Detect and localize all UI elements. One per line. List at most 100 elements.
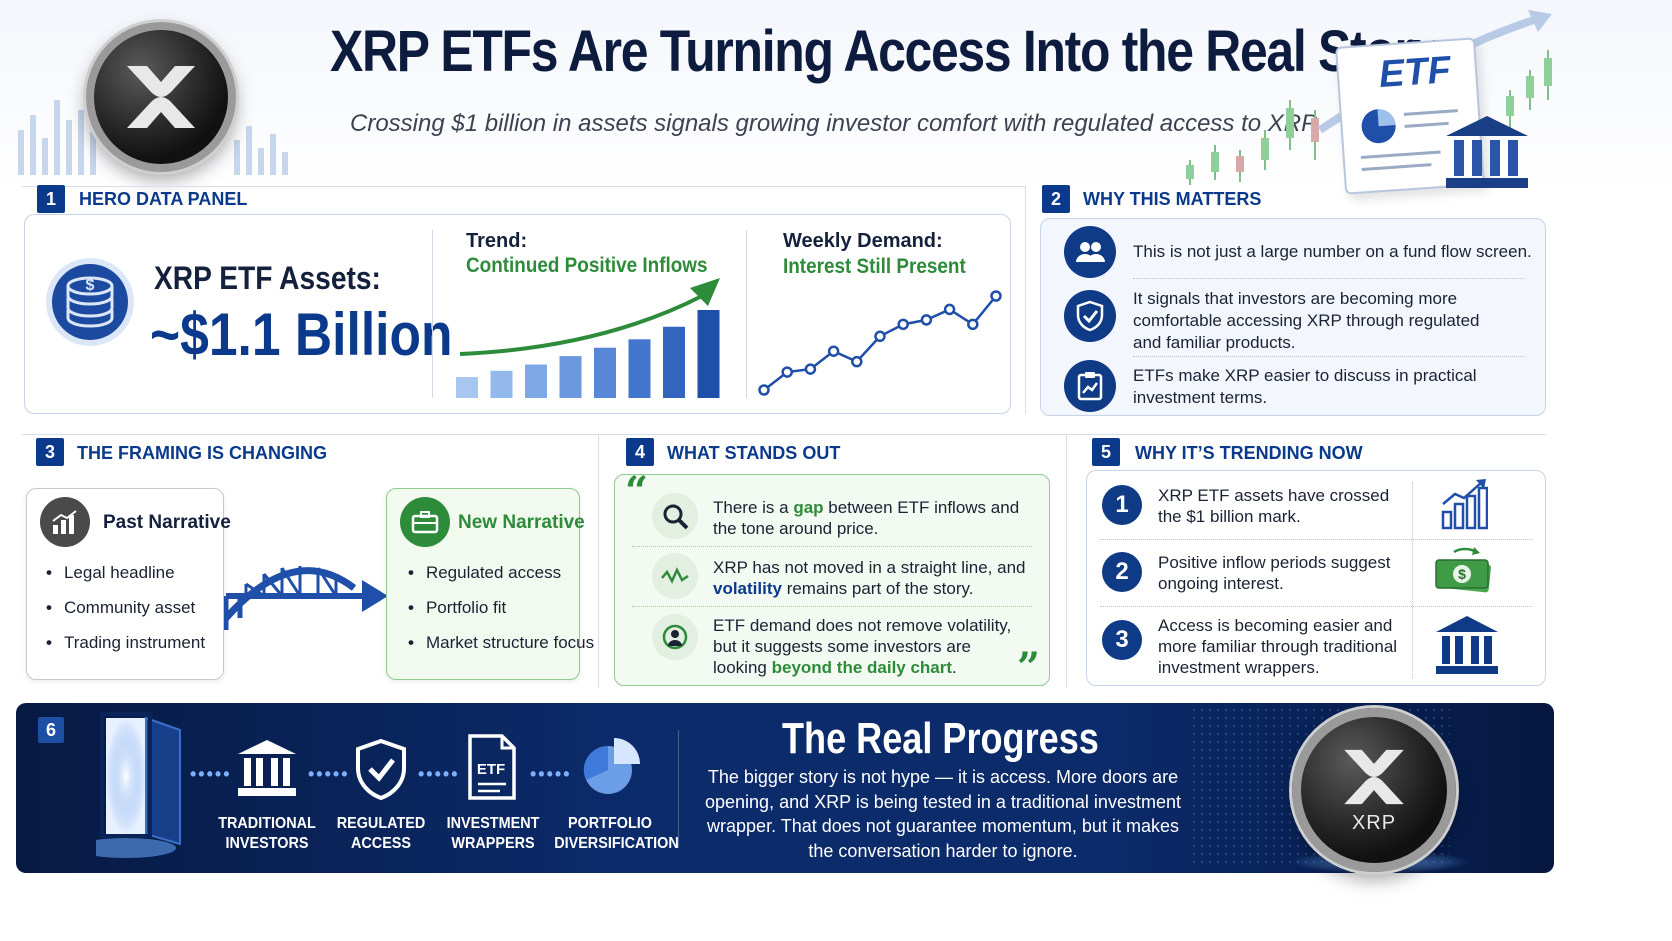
step-label: INVESTMENT WRAPPERS — [446, 815, 540, 852]
section-title: HERO DATA PANEL — [79, 189, 248, 209]
open-door-icon — [96, 712, 181, 858]
page-subtitle: Crossing $1 billion in assets signals gr… — [350, 110, 1318, 137]
etf-document-chart-icon — [1360, 109, 1458, 172]
bridge-arrow-icon — [224, 566, 388, 630]
wave-icon — [652, 553, 698, 599]
data-point — [990, 290, 1002, 302]
bank-icon — [1436, 616, 1498, 674]
assets-value: ~$1.1 Billion — [150, 301, 453, 368]
bank-icon — [238, 740, 296, 796]
shield-check-icon — [356, 738, 406, 801]
number-badge: 2 — [1102, 552, 1142, 592]
header-bar-decoration — [18, 100, 288, 175]
bar-mark — [456, 377, 478, 398]
data-point — [851, 355, 863, 368]
item-separator — [1133, 356, 1525, 357]
connector-dots: ••••• — [530, 764, 572, 784]
list-item: Regulated access — [408, 555, 594, 590]
bar-mark — [490, 370, 513, 398]
data-point — [967, 318, 979, 331]
item-separator — [1133, 278, 1525, 279]
section-title: WHAT STANDS OUT — [667, 443, 841, 463]
new-narrative-title: New Narrative — [458, 512, 585, 533]
text-span: . — [952, 658, 957, 677]
hero-data-panel — [24, 214, 1011, 414]
trending-item-text: XRP ETF assets have crossed the $1 billi… — [1158, 486, 1390, 526]
panel-divider — [746, 230, 747, 398]
text-span: ETF demand does not remove volatility, b… — [713, 616, 1012, 677]
list-item: Market structure focus — [408, 625, 594, 660]
connector-dots: ••••• — [418, 764, 460, 784]
weekly-label: Weekly Demand: — [783, 230, 943, 252]
data-point — [804, 363, 817, 375]
step-label: REGULATED ACCESS — [336, 815, 426, 852]
section-number: 6 — [38, 717, 64, 743]
item-separator — [1100, 606, 1532, 607]
item-separator — [632, 546, 1032, 547]
data-point — [897, 318, 909, 331]
trend-arrow-line — [459, 294, 703, 356]
trending-item-text: Access is becoming easier and more famil… — [1158, 616, 1398, 677]
section-number: 4 — [626, 438, 654, 466]
section-divider — [1066, 434, 1067, 688]
number-badge: 1 — [1102, 485, 1142, 525]
list-item: Trading instrument — [46, 625, 205, 660]
magnifier-icon — [652, 493, 698, 539]
briefcase-icon — [400, 497, 450, 547]
bar-mark — [697, 310, 720, 398]
why-item-text: ETFs make XRP easier to discuss in pract… — [1133, 366, 1477, 407]
section-number: 3 — [36, 438, 64, 466]
document-icon: ETF — [468, 734, 516, 800]
trend-arrow-head — [690, 278, 720, 306]
stand-item-text: XRP has not moved in a straight line, an… — [713, 557, 1033, 599]
bar-mark — [594, 347, 616, 398]
etf-document-icon: ETF — [1335, 37, 1485, 195]
chart-growth-icon — [40, 497, 90, 547]
section-title: WHY IT’S TRENDING NOW — [1135, 443, 1363, 463]
stand-item-text: There is a gap between ETF inflows and t… — [713, 497, 1023, 539]
clipboard-chart-icon — [1064, 360, 1116, 412]
weekly-demand-line-chart — [758, 290, 1002, 396]
connector-dots: ••••• — [190, 764, 232, 784]
section-title: THE FRAMING IS CHANGING — [77, 443, 327, 463]
assets-label: XRP ETF Assets: — [154, 260, 381, 296]
xrp-coin-logo: XRP — [1292, 708, 1456, 872]
highlight-text: volatility — [713, 579, 782, 598]
text-span: XRP has not moved in a straight line, an… — [713, 558, 1026, 577]
bar-mark — [525, 364, 547, 398]
text-span: There is a — [713, 498, 794, 517]
step-label: PORTFOLIO DIVERSIFICATION — [554, 815, 679, 852]
why-item-text: It signals that investors are becoming m… — [1133, 289, 1480, 352]
series-line — [763, 295, 997, 391]
page-title: XRP ETFs Are Turning Access Into the Rea… — [330, 19, 1440, 84]
data-point — [943, 303, 956, 316]
panel-divider — [432, 230, 433, 398]
header-bank-icon — [1446, 116, 1528, 188]
connector-dots: ••••• — [308, 764, 350, 784]
step-label: TRADITIONAL INVESTORS — [218, 815, 316, 852]
data-point — [920, 314, 933, 326]
past-narrative-title: Past Narrative — [103, 512, 231, 533]
list-item: Portfolio fit — [408, 590, 594, 625]
column-separator — [1412, 482, 1413, 678]
cash-icon: $ — [1435, 547, 1492, 593]
trend-value: Continued Positive Inflows — [466, 254, 708, 277]
people-icon — [1064, 226, 1116, 278]
item-separator — [632, 606, 1032, 607]
inflow-bar-chart — [456, 278, 720, 398]
weekly-value: Interest Still Present — [783, 255, 966, 278]
highlight-text: beyond the daily chart — [771, 658, 953, 677]
section-divider — [22, 434, 1546, 435]
xrp-x-icon — [1344, 749, 1404, 804]
section-title: WHY THIS MATTERS — [1083, 189, 1262, 209]
banner-divider — [678, 730, 679, 848]
list-item: Community asset — [46, 590, 205, 625]
coin-face: XRP — [1339, 746, 1409, 835]
coin-stack-icon: $ — [46, 258, 134, 346]
data-point — [874, 330, 886, 343]
document-label: ETF — [477, 761, 505, 778]
investor-icon — [652, 614, 698, 660]
section-divider — [1025, 186, 1026, 414]
section-number: 2 — [1042, 185, 1070, 213]
bar-mark — [628, 339, 651, 398]
